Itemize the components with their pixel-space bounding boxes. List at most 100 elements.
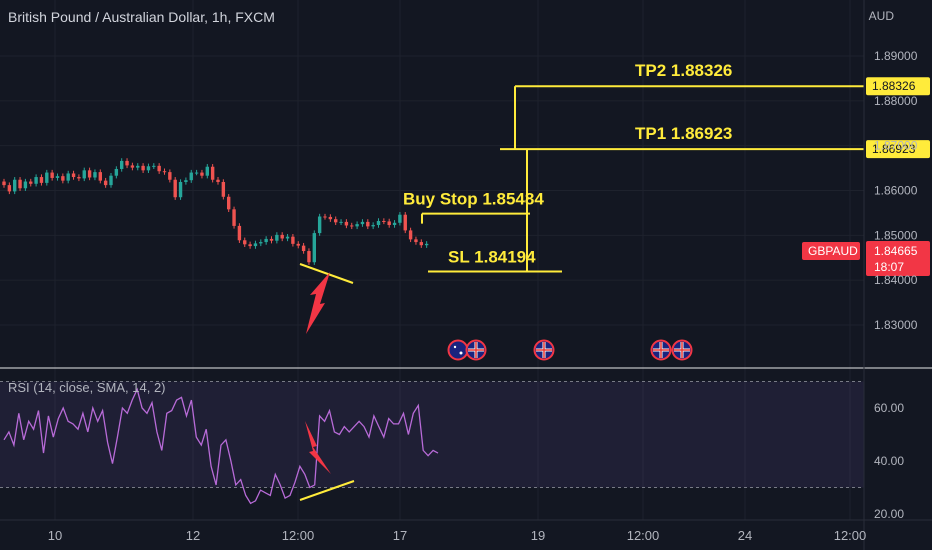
candle-body xyxy=(334,219,338,223)
candle-body xyxy=(55,176,60,178)
candle-body xyxy=(82,170,86,179)
candle-body xyxy=(71,173,76,178)
symbol-tag-bg xyxy=(802,242,860,260)
candle-body xyxy=(39,177,44,183)
candle-body xyxy=(285,236,290,239)
candle-body xyxy=(317,216,322,234)
uk-flag-icon xyxy=(671,339,693,361)
candle-body xyxy=(34,177,38,184)
price-tick-label: 1.84000 xyxy=(874,273,918,287)
rsi-band-fill xyxy=(0,381,864,488)
currency-label: AUD xyxy=(868,9,894,23)
candle-body xyxy=(232,209,236,226)
candle-body xyxy=(103,180,108,186)
annotations: TP2 1.88326 TP1 1.86923 Buy Stop 1.85484 SL… xyxy=(299,61,930,501)
symbol-tag-text: GBPAUD xyxy=(808,244,858,258)
time-tick-label: 10 xyxy=(48,528,62,543)
candle-body xyxy=(205,166,209,176)
price-series xyxy=(2,158,429,265)
candle-body xyxy=(259,242,263,244)
flag-star xyxy=(453,345,457,349)
tp2-price-label: 1.88326 xyxy=(866,77,930,96)
candle-body xyxy=(120,160,124,169)
candle-body xyxy=(189,172,193,181)
candle-body xyxy=(18,179,22,189)
trade-annotation-label: TP2 1.88326 xyxy=(635,61,732,80)
candle-body xyxy=(387,221,391,226)
candle-body xyxy=(296,243,300,246)
candle-body xyxy=(328,216,333,220)
candle-body xyxy=(114,168,119,176)
price-tick-label: 1.86000 xyxy=(874,184,918,198)
tp1-price-label-bg xyxy=(866,140,930,159)
candle-body xyxy=(130,165,135,168)
candle-body xyxy=(157,165,161,172)
rsi-tick-label: 60.00 xyxy=(874,401,904,415)
tp2-price-label-text: 1.88326 xyxy=(872,79,916,93)
candle-body xyxy=(184,180,188,182)
candle-body xyxy=(360,221,365,225)
tp2-price-label-bg xyxy=(866,77,930,96)
candle-body xyxy=(125,160,129,166)
candle-body xyxy=(109,175,113,186)
candle-body xyxy=(264,238,268,243)
time-tick-label: 19 xyxy=(531,528,545,543)
current-price-text: 1.84665 xyxy=(874,244,918,258)
candle-body xyxy=(291,236,295,244)
candle-body xyxy=(280,234,284,239)
candle-body xyxy=(243,240,247,245)
tp1-price-label: 1.86923 xyxy=(866,140,930,159)
rsi-tick-label: 40.00 xyxy=(874,454,904,468)
candle-body xyxy=(301,245,306,252)
candle-body xyxy=(98,172,102,181)
candle-body xyxy=(23,181,28,189)
time-tick-label: 24 xyxy=(738,528,752,543)
candle-body xyxy=(237,225,242,241)
candle-body xyxy=(141,165,145,171)
symbol-tag: GBPAUD xyxy=(802,242,860,260)
time-tick-label: 12:00 xyxy=(627,528,660,543)
price-tick-label: 1.83000 xyxy=(874,318,918,332)
price-tick-label: 1.88000 xyxy=(874,94,918,108)
candle-body xyxy=(2,181,6,186)
candle-body xyxy=(355,224,359,227)
candle-body xyxy=(77,177,81,179)
countdown-text: 18:07 xyxy=(874,260,904,274)
candle-body xyxy=(403,214,407,231)
up-arrow-annotation xyxy=(306,272,330,334)
trade-annotation-label: SL 1.84194 xyxy=(448,247,536,266)
candle-body xyxy=(307,251,311,263)
price-tick-label: 1.89000 xyxy=(874,49,918,63)
price-tick-label: 1.87000 xyxy=(874,139,918,153)
candle-body xyxy=(424,243,429,246)
candle-body xyxy=(87,170,92,178)
candle-body xyxy=(173,179,177,198)
price-tick-label: 1.85000 xyxy=(874,228,918,242)
tp1-price-label-text: 1.86923 xyxy=(872,142,916,156)
candle-body xyxy=(312,233,316,263)
rsi-tick-label: 20.00 xyxy=(874,507,904,521)
candle-body xyxy=(216,179,220,182)
candle-body xyxy=(13,179,17,192)
candle-body xyxy=(269,238,274,241)
candle-body xyxy=(29,181,33,184)
candle-body xyxy=(45,172,49,183)
flag-circle xyxy=(447,339,469,361)
current-price-bg xyxy=(866,241,930,276)
candle-body xyxy=(419,242,423,246)
candle-body xyxy=(66,173,70,181)
rsi-pane: 60.00 40.00 20.00 xyxy=(0,381,904,521)
candle-body xyxy=(323,216,327,218)
time-tick-label: 12:00 xyxy=(282,528,315,543)
candle-body xyxy=(136,165,140,168)
candle-body xyxy=(50,172,54,178)
time-tick-label: 17 xyxy=(393,528,407,543)
uk-flag-icon xyxy=(533,339,555,361)
candle-body xyxy=(253,243,258,247)
candle-body xyxy=(344,221,349,226)
rsi-divergence-line xyxy=(299,480,355,501)
candle-body xyxy=(152,165,156,167)
candle-body xyxy=(194,172,199,174)
candle-body xyxy=(61,176,65,181)
